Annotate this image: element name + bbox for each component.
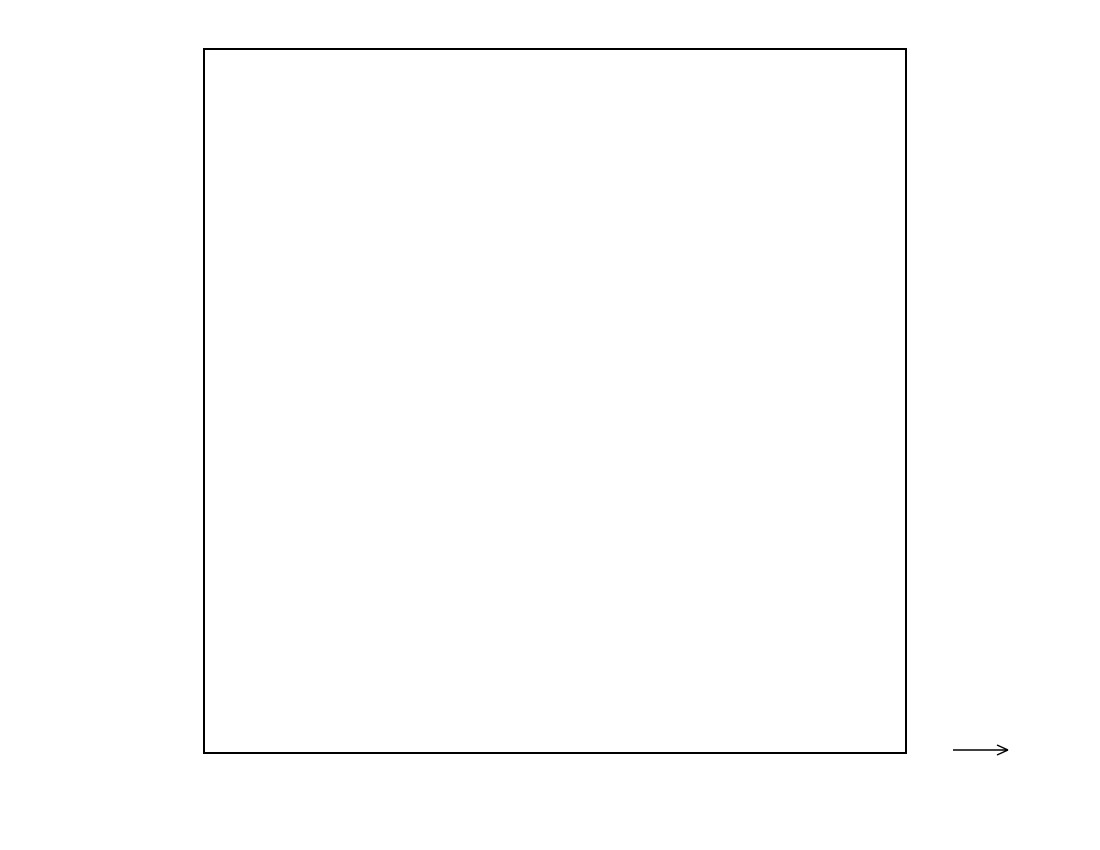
wind-scale (953, 744, 1009, 756)
map-canvas (205, 50, 905, 750)
wind-scale-arrow-icon (953, 744, 1009, 756)
forecast-map (203, 48, 907, 754)
page-title (0, 6, 1060, 31)
colorbar-legend (955, 126, 1085, 726)
